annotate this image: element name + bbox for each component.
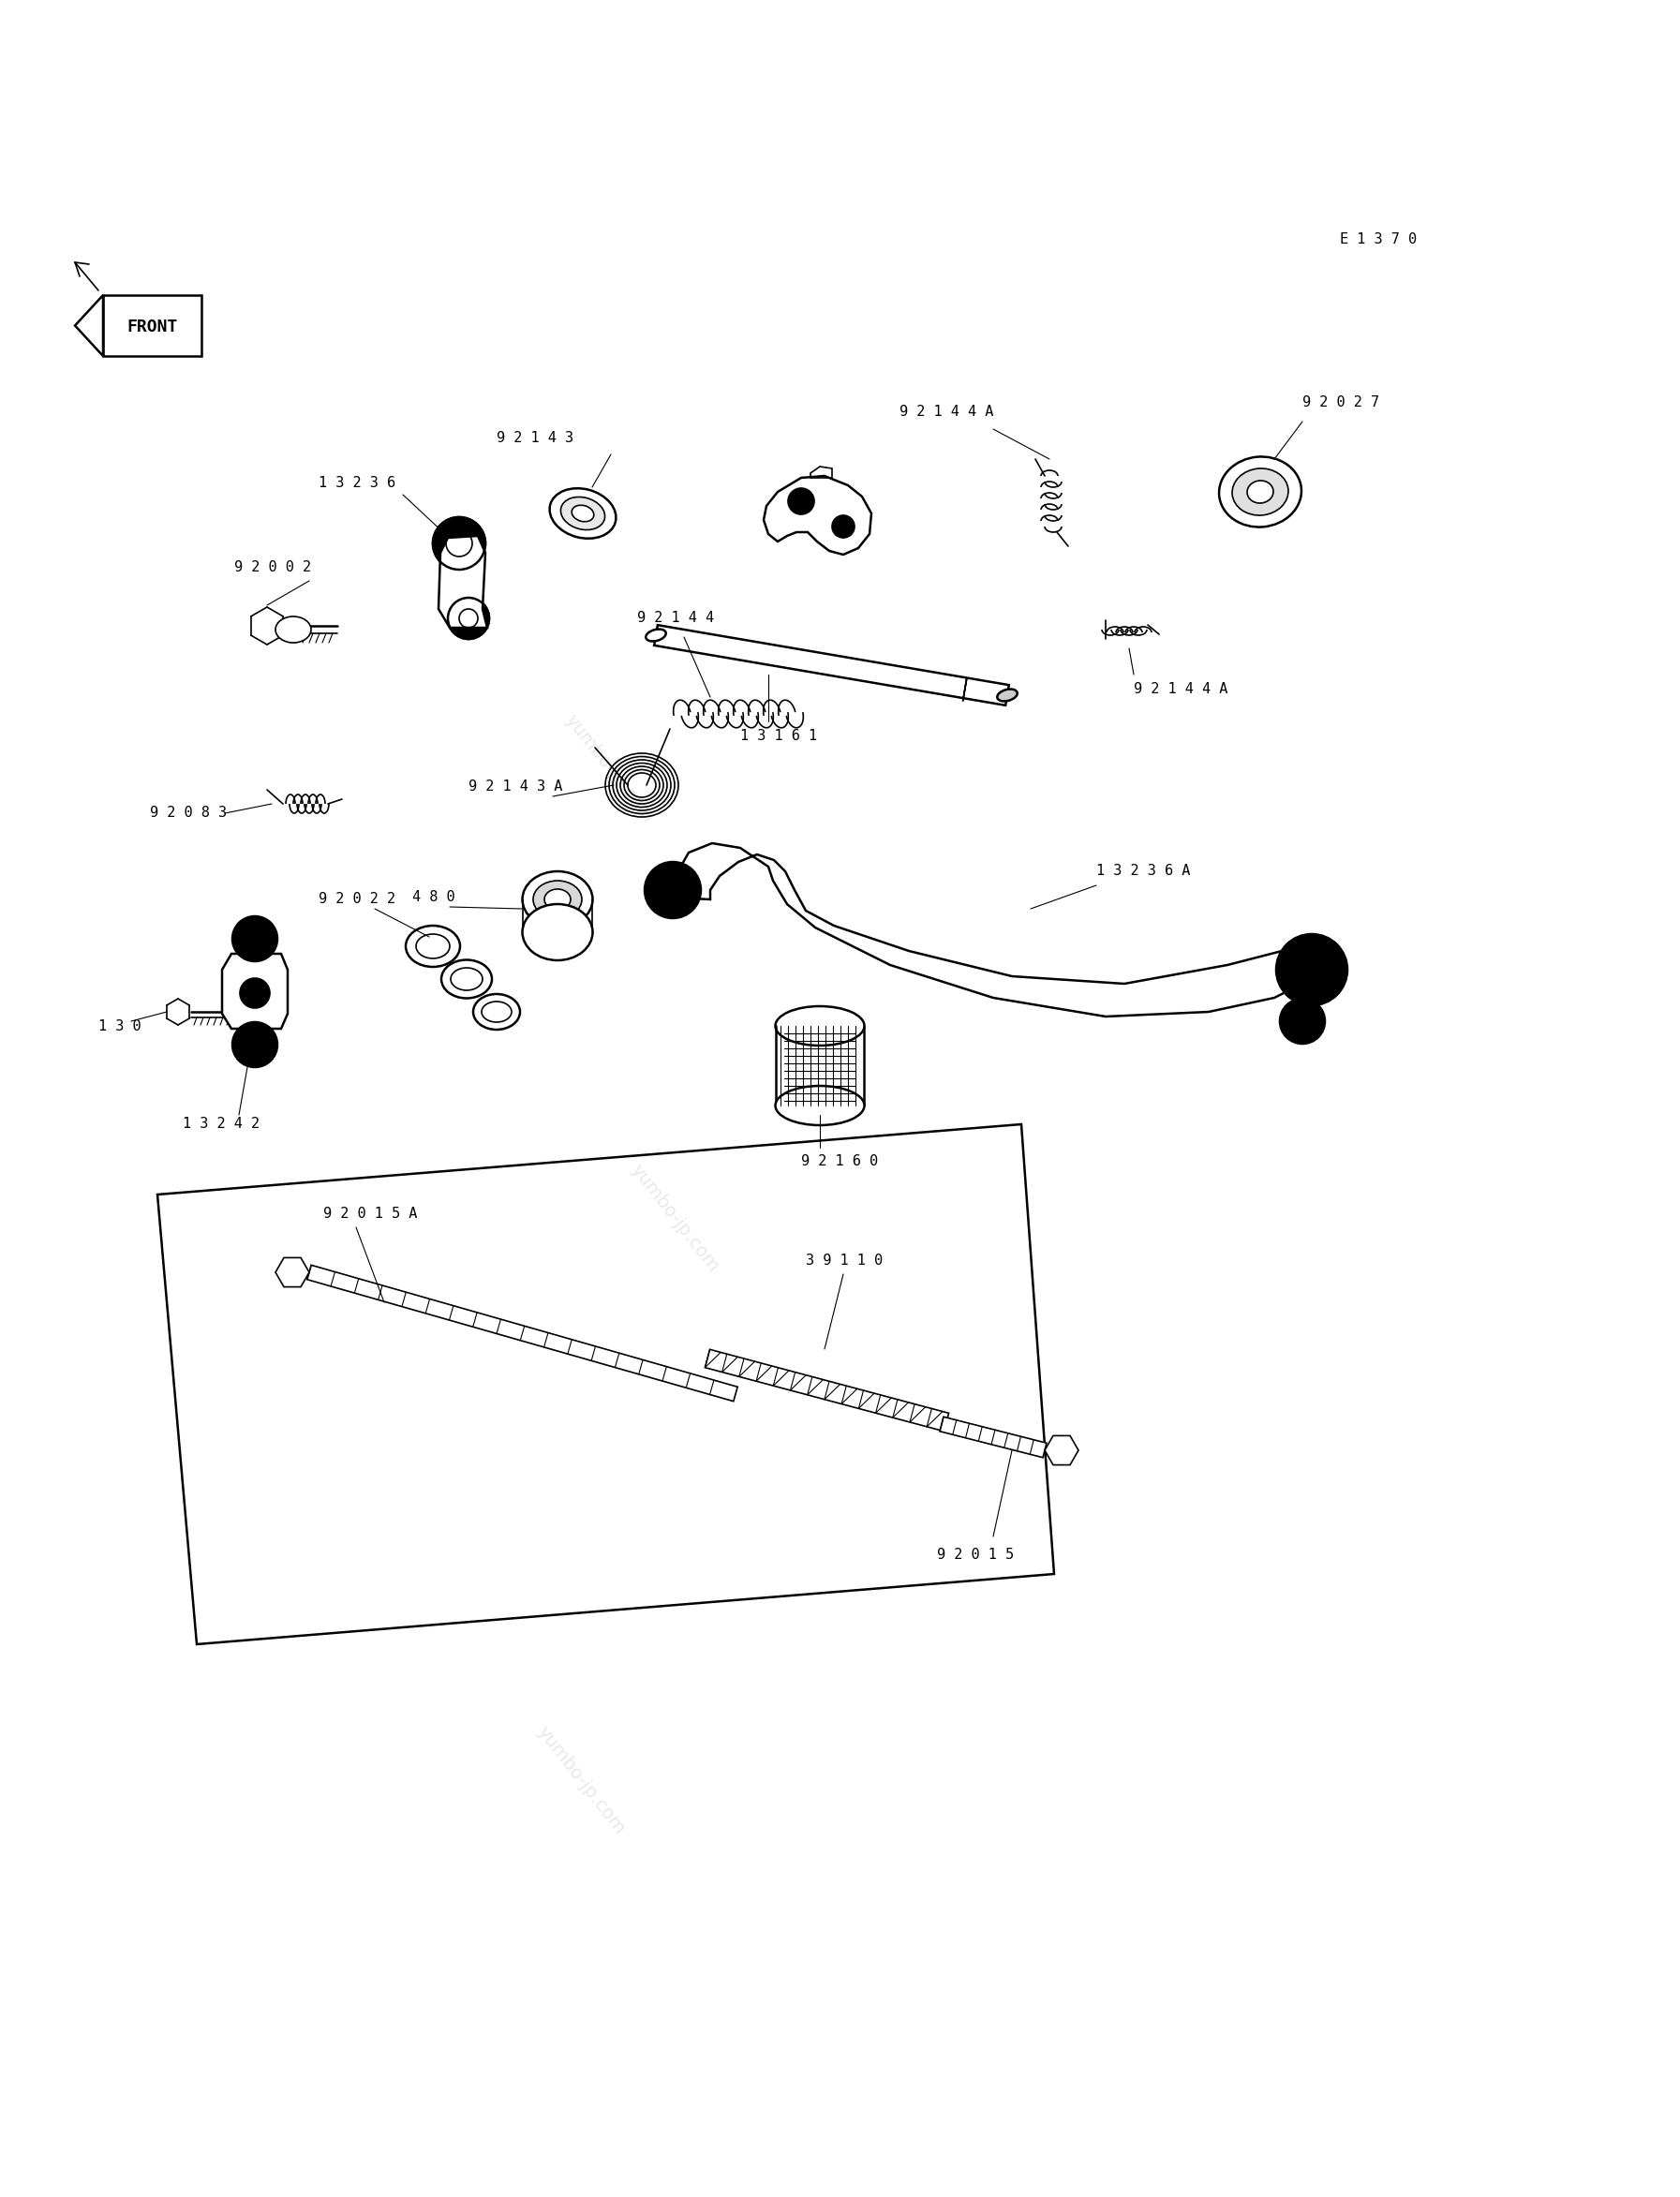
- Circle shape: [232, 916, 277, 962]
- Text: 9 2 1 4 4 A: 9 2 1 4 4 A: [1134, 681, 1228, 696]
- Text: 9 2 0 2 7: 9 2 0 2 7: [1302, 395, 1379, 411]
- Circle shape: [645, 861, 701, 918]
- Text: yumbo-jp.com: yumbo-jp.com: [561, 712, 657, 826]
- Ellipse shape: [533, 881, 581, 918]
- Polygon shape: [438, 536, 487, 628]
- Text: 9 2 0 1 5: 9 2 0 1 5: [937, 1549, 1015, 1562]
- Circle shape: [240, 978, 270, 1008]
- Circle shape: [445, 529, 472, 556]
- Text: 9 2 0 1 5 A: 9 2 0 1 5 A: [323, 1206, 417, 1219]
- Text: 9 2 1 4 4: 9 2 1 4 4: [637, 611, 714, 626]
- Polygon shape: [672, 844, 1320, 1017]
- Ellipse shape: [549, 488, 617, 538]
- Ellipse shape: [405, 925, 460, 967]
- Ellipse shape: [571, 505, 593, 521]
- Text: 9 2 0 8 3: 9 2 0 8 3: [150, 806, 227, 819]
- Text: FRONT: FRONT: [126, 319, 178, 336]
- Ellipse shape: [561, 497, 605, 529]
- Polygon shape: [939, 1417, 1047, 1457]
- Circle shape: [433, 516, 486, 569]
- Text: E 1 3 7 0: E 1 3 7 0: [1341, 233, 1416, 246]
- Polygon shape: [764, 477, 872, 554]
- Ellipse shape: [645, 628, 665, 642]
- Text: 9 2 0 0 2: 9 2 0 0 2: [234, 560, 311, 573]
- Circle shape: [832, 516, 855, 538]
- Polygon shape: [654, 626, 1010, 705]
- Polygon shape: [307, 1265, 738, 1402]
- Text: 9 2 1 4 4 A: 9 2 1 4 4 A: [899, 404, 993, 420]
- Circle shape: [1294, 951, 1331, 989]
- Circle shape: [1280, 1000, 1326, 1044]
- Text: 3 9 1 1 0: 3 9 1 1 0: [806, 1252, 882, 1268]
- Polygon shape: [222, 953, 287, 1028]
- Ellipse shape: [998, 690, 1018, 701]
- Ellipse shape: [544, 890, 571, 910]
- Ellipse shape: [776, 1085, 865, 1125]
- Ellipse shape: [450, 969, 482, 991]
- Ellipse shape: [442, 960, 492, 997]
- Ellipse shape: [1220, 457, 1302, 527]
- Text: 9 2 1 6 0: 9 2 1 6 0: [801, 1156, 879, 1169]
- Ellipse shape: [474, 993, 521, 1030]
- Ellipse shape: [522, 905, 593, 960]
- Text: 1 3 0: 1 3 0: [99, 1019, 141, 1033]
- Ellipse shape: [1247, 481, 1273, 503]
- Circle shape: [232, 1022, 277, 1068]
- Polygon shape: [276, 1257, 309, 1287]
- Circle shape: [788, 488, 815, 514]
- Polygon shape: [963, 679, 966, 701]
- Text: yumbo-jp.com: yumbo-jp.com: [534, 1722, 628, 1837]
- Text: 1 3 2 3 6: 1 3 2 3 6: [319, 475, 395, 490]
- Text: 9 2 1 4 3 A: 9 2 1 4 3 A: [469, 780, 563, 793]
- Ellipse shape: [417, 934, 450, 958]
- Text: 1 3 2 4 2: 1 3 2 4 2: [183, 1118, 260, 1131]
- Circle shape: [449, 598, 489, 639]
- Polygon shape: [1045, 1435, 1079, 1465]
- Circle shape: [1277, 934, 1347, 1006]
- Text: 1 3 1 6 1: 1 3 1 6 1: [741, 729, 816, 743]
- Ellipse shape: [276, 617, 311, 644]
- Ellipse shape: [522, 872, 593, 927]
- Text: 9 2 0 2 2: 9 2 0 2 2: [319, 892, 395, 907]
- Ellipse shape: [482, 1002, 512, 1022]
- Ellipse shape: [776, 1006, 865, 1046]
- Ellipse shape: [1231, 468, 1289, 516]
- Text: 4 8 0: 4 8 0: [412, 890, 455, 905]
- Polygon shape: [706, 1349, 949, 1430]
- Text: 1 3 2 3 6 A: 1 3 2 3 6 A: [1097, 863, 1191, 879]
- Text: 9 2 1 4 3: 9 2 1 4 3: [497, 431, 573, 446]
- Text: yumbo-jp.com: yumbo-jp.com: [627, 1160, 722, 1274]
- Circle shape: [459, 609, 477, 628]
